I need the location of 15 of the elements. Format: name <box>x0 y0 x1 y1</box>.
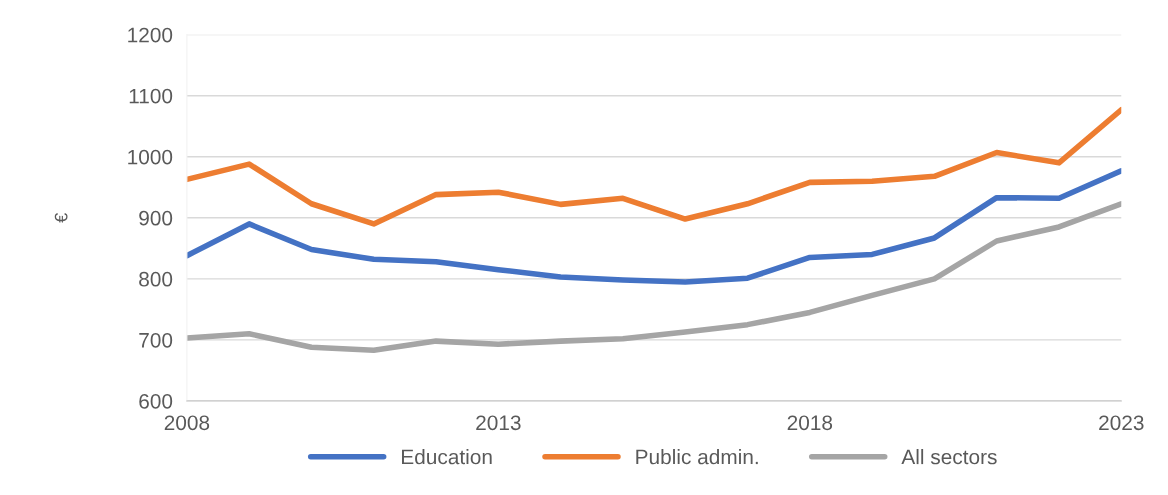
x-tick-label: 2013 <box>476 415 521 431</box>
y-tick-label: 700 <box>139 332 173 348</box>
y-tick-label: 800 <box>139 271 173 287</box>
y-tick-label: 1200 <box>128 27 173 43</box>
y-tick-label: 600 <box>139 393 173 409</box>
legend-label: Public admin. <box>636 449 758 465</box>
x-tick-label: 2008 <box>164 415 210 431</box>
y-tick-label: 1100 <box>129 88 173 104</box>
x-tick-label: 2018 <box>787 415 833 431</box>
y-axis-title: € <box>54 213 68 223</box>
y-tick-label: 1000 <box>128 149 173 165</box>
y-tick-label: 900 <box>139 210 173 226</box>
legend-label: Education <box>402 449 492 465</box>
x-tick-label: 2023 <box>1099 415 1144 431</box>
legend-label: All sectors <box>901 449 997 465</box>
